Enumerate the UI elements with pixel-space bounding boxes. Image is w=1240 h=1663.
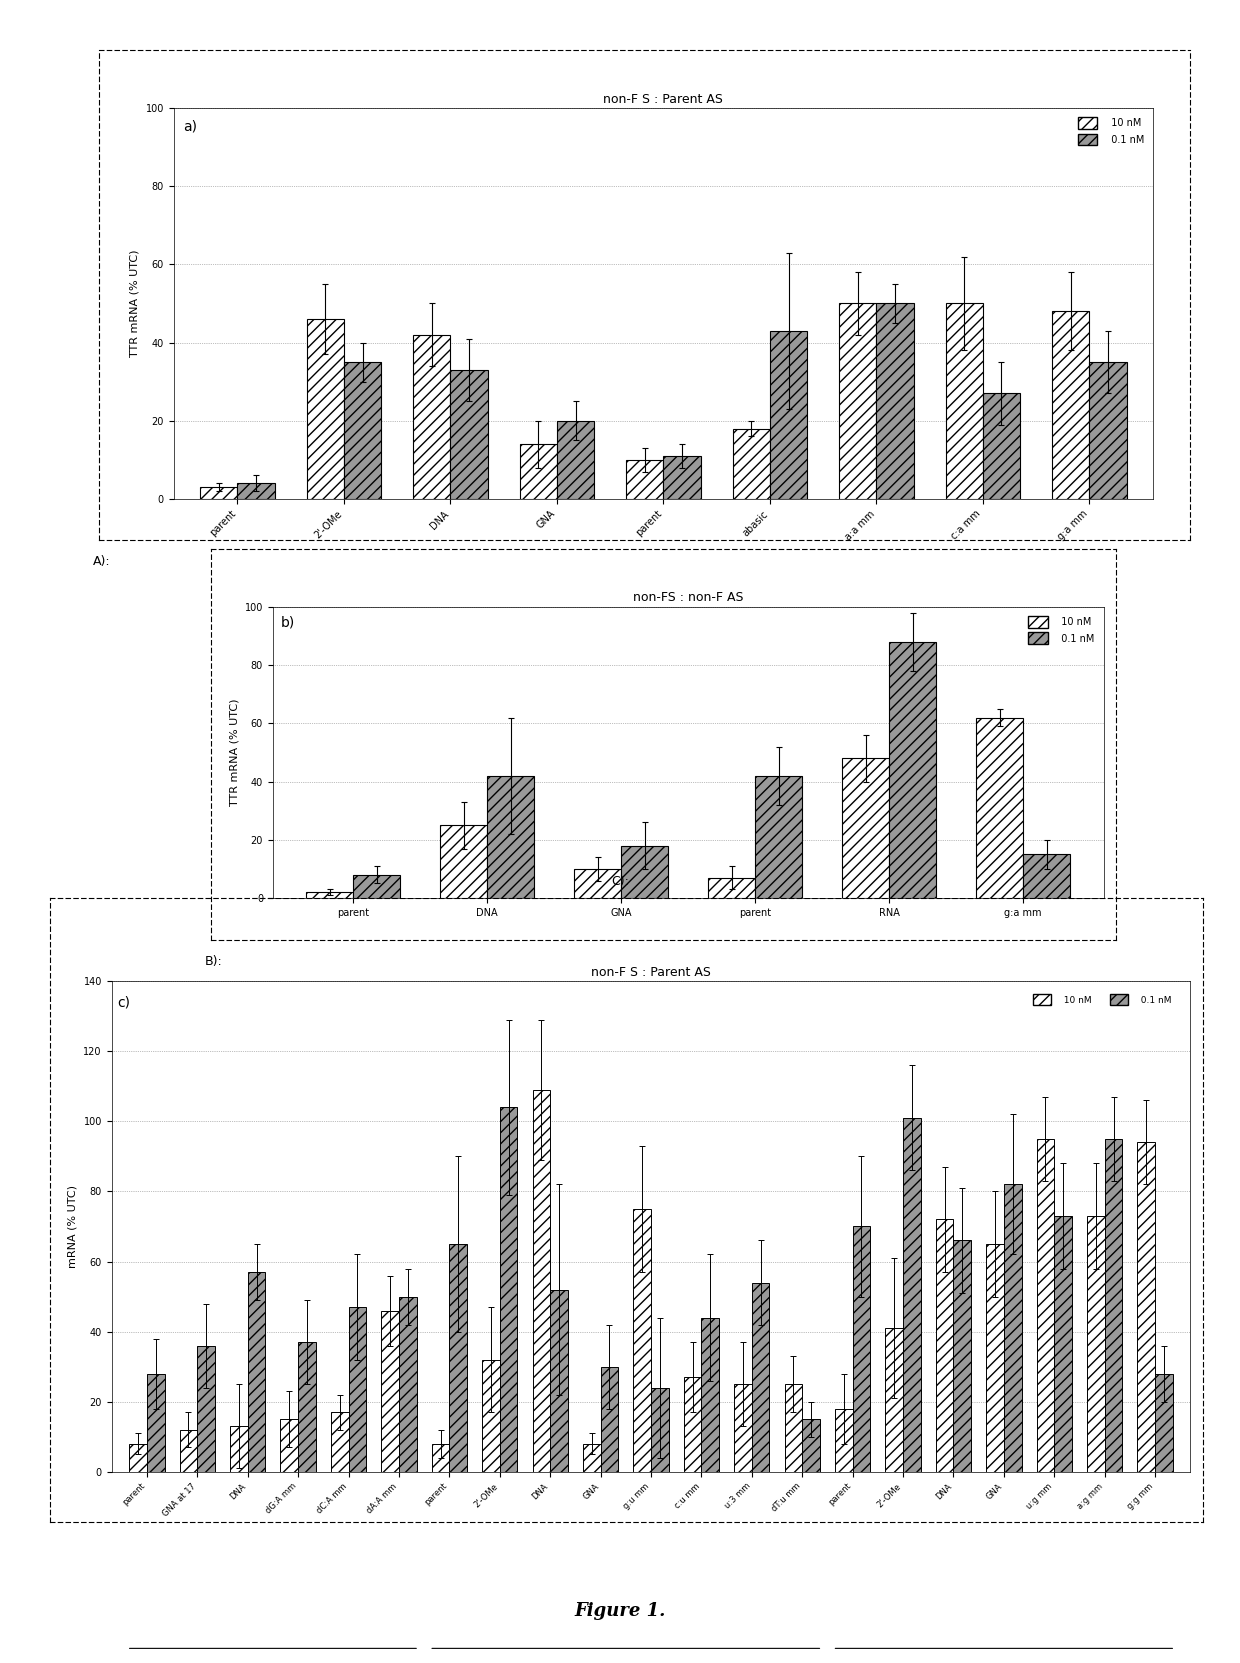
Bar (382, 1310, 399, 1472)
Bar (574, 868, 621, 898)
Bar (129, 1443, 146, 1472)
Bar (733, 429, 770, 499)
Bar (306, 319, 343, 499)
Bar (842, 758, 889, 898)
Bar (621, 845, 668, 898)
Bar (298, 1342, 316, 1472)
Bar (983, 394, 1021, 499)
Bar (683, 1377, 702, 1472)
Title: non-F S : Parent AS: non-F S : Parent AS (591, 966, 711, 978)
Bar (651, 1387, 668, 1472)
Bar (634, 1209, 651, 1472)
Bar (200, 487, 238, 499)
Text: A):: A): (93, 555, 110, 569)
Bar (839, 303, 877, 499)
Bar (853, 1227, 870, 1472)
Bar (663, 456, 701, 499)
Bar (1004, 1184, 1022, 1472)
Bar (343, 363, 381, 499)
Bar (532, 1089, 551, 1472)
Bar (1156, 1374, 1173, 1472)
Bar (440, 825, 487, 898)
Bar (1087, 1216, 1105, 1472)
Bar (1052, 311, 1089, 499)
Bar (413, 334, 450, 499)
Bar (280, 1419, 298, 1472)
Bar (306, 891, 353, 898)
Y-axis label: TTR mRNA (% UTC): TTR mRNA (% UTC) (130, 249, 140, 358)
Bar (1105, 1139, 1122, 1472)
Bar (399, 1297, 417, 1472)
Bar (583, 1443, 600, 1472)
Bar (520, 444, 557, 499)
Bar (331, 1412, 348, 1472)
Text: c): c) (117, 996, 130, 1009)
Legend:   10 nM,   0.1 nM: 10 nM, 0.1 nM (1024, 612, 1099, 649)
Legend:   10 nM,   0.1 nM: 10 nM, 0.1 nM (1074, 113, 1148, 150)
Bar (449, 1244, 467, 1472)
Bar (238, 484, 275, 499)
Bar (708, 878, 755, 898)
Bar (231, 1427, 248, 1472)
Bar (1023, 855, 1070, 898)
Bar (986, 1244, 1004, 1472)
Title: non-FS : non-F AS: non-FS : non-F AS (632, 592, 744, 604)
Bar (626, 459, 663, 499)
Bar (1089, 363, 1127, 499)
Bar (600, 1367, 619, 1472)
Legend:   10 nM,   0.1 nM: 10 nM, 0.1 nM (1029, 991, 1176, 1009)
Bar (954, 1241, 971, 1472)
Bar (835, 1409, 853, 1472)
Bar (1137, 1142, 1156, 1472)
Bar (482, 1360, 500, 1472)
Bar (146, 1374, 165, 1472)
Y-axis label: TTR mRNA (% UTC): TTR mRNA (% UTC) (229, 698, 239, 807)
Bar (903, 1118, 920, 1472)
Bar (551, 1289, 568, 1472)
Bar (936, 1219, 954, 1472)
Text: a): a) (184, 120, 197, 133)
Bar (487, 775, 534, 898)
Bar (500, 1108, 517, 1472)
Bar (976, 717, 1023, 898)
Title: non-F S : Parent AS: non-F S : Parent AS (604, 93, 723, 105)
Bar (180, 1430, 197, 1472)
Bar (877, 303, 914, 499)
Y-axis label: mRNA (% UTC): mRNA (% UTC) (68, 1186, 78, 1267)
Bar (946, 303, 983, 499)
Bar (197, 1345, 215, 1472)
Bar (248, 1272, 265, 1472)
Bar (885, 1329, 903, 1472)
Text: C):: C): (611, 875, 629, 888)
Bar (432, 1443, 449, 1472)
Bar (450, 369, 487, 499)
Bar (1054, 1216, 1071, 1472)
Bar (1037, 1139, 1054, 1472)
Text: b): b) (281, 615, 295, 630)
Bar (802, 1419, 820, 1472)
Bar (755, 775, 802, 898)
Bar (889, 642, 936, 898)
Bar (734, 1384, 751, 1472)
Bar (557, 421, 594, 499)
Bar (353, 875, 401, 898)
Bar (751, 1282, 770, 1472)
Text: Figure 1.: Figure 1. (574, 1603, 666, 1620)
Text: B):: B): (205, 955, 222, 968)
Bar (770, 331, 807, 499)
Bar (702, 1317, 719, 1472)
Bar (785, 1384, 802, 1472)
Bar (348, 1307, 366, 1472)
